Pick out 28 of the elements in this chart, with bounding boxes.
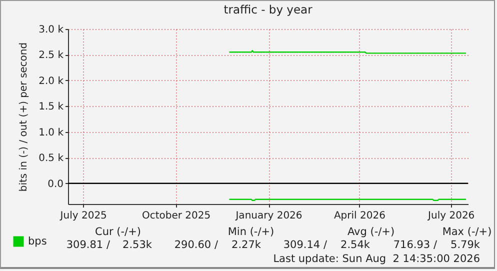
x-tick-label: July 2025 <box>59 210 107 222</box>
legend-label: bps <box>28 236 47 248</box>
y-axis-title: bits in (-) / out (+) per second <box>18 42 30 192</box>
x-tick-label: October 2025 <box>142 210 211 222</box>
chart-title: traffic - by year <box>224 2 313 16</box>
text: Cur (-/+) <box>95 226 141 238</box>
text: Last update: Sun Aug 2 14:35:00 2026 <box>273 253 480 265</box>
y-tick-label: 1.5 k <box>38 102 64 113</box>
text: 716.93 / <box>393 239 437 251</box>
x-tick-label: July 2026 <box>427 210 475 222</box>
text: 309.81 / <box>66 239 110 251</box>
text: Max (-/+) <box>442 226 492 238</box>
text: 2.54k <box>340 239 370 251</box>
text: 2.53k <box>122 239 152 251</box>
y-tick-label: 0.0 <box>48 178 64 190</box>
y-tick-label: 0.5 k <box>38 153 64 164</box>
text: 309.14 / <box>283 239 327 251</box>
text: Avg (-/+) <box>347 226 395 238</box>
y-tick-label: 1.0 k <box>38 127 64 138</box>
y-tick-label: 2.0 k <box>38 76 64 87</box>
text: Min (-/+) <box>228 226 274 238</box>
text: 5.79k <box>450 239 480 251</box>
text: 290.60 / <box>174 239 218 251</box>
y-tick-label: 3.0 k <box>38 24 64 36</box>
x-tick-label: January 2026 <box>234 210 302 222</box>
x-tick-label: April 2026 <box>334 210 386 222</box>
y-tick-label: 2.5 k <box>38 50 64 62</box>
text: 2.27k <box>232 239 261 251</box>
